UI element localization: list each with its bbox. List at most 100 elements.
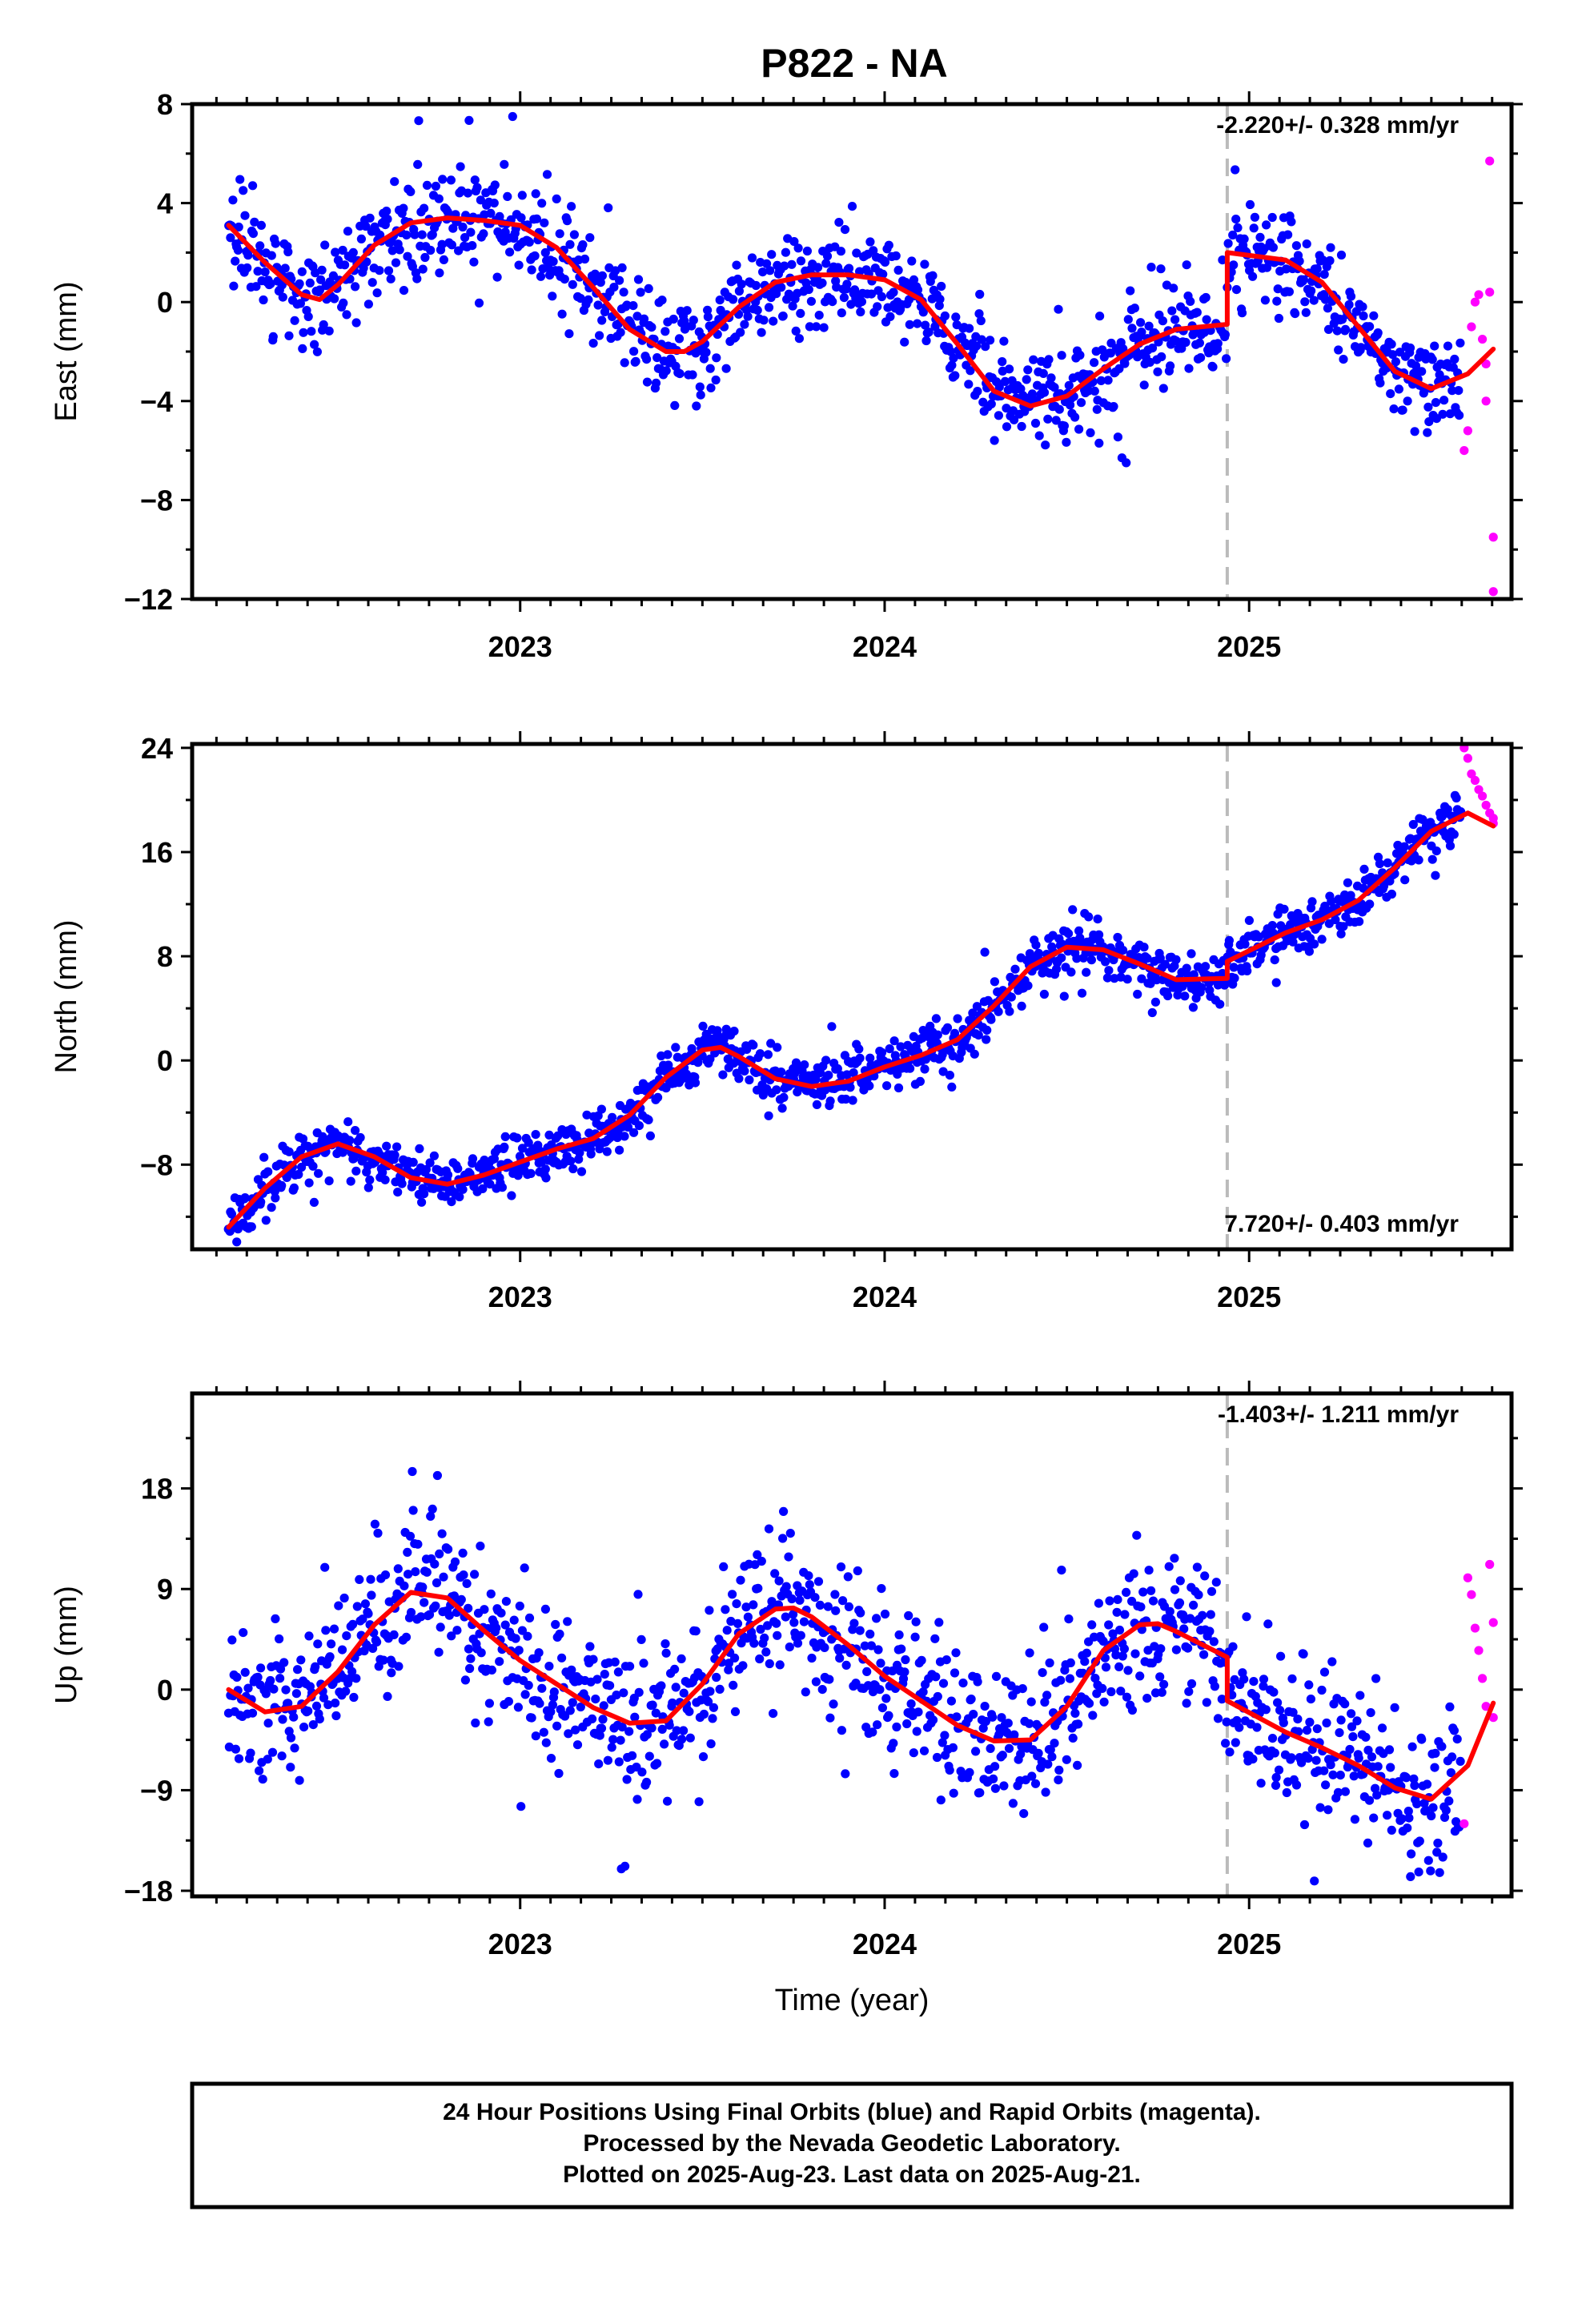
data-point [487,1665,497,1675]
data-point [267,1203,276,1212]
data-point [470,175,480,185]
data-point [1302,1726,1312,1735]
data-point [1356,343,1366,352]
data-point [651,1708,661,1718]
rapid-point [1477,791,1488,801]
data-point [367,1590,376,1600]
data-point [1144,1566,1154,1575]
data-point [1426,1866,1435,1876]
data-point [1118,344,1128,354]
data-point [1070,412,1080,422]
data-point [1450,354,1460,364]
data-point [1414,855,1423,865]
data-point [338,245,347,255]
data-point [1147,344,1158,353]
data-point [1456,1756,1465,1766]
data-point [605,1681,615,1691]
data-point [737,279,746,289]
data-point [787,259,797,269]
x-tick-label: 2025 [1217,630,1281,663]
data-point [1072,954,1082,963]
data-point [706,1739,716,1749]
data-point [1174,1598,1185,1608]
data-point [259,295,268,305]
data-point [365,1175,375,1184]
footer-line-1: 24 Hour Positions Using Final Orbits (bl… [443,2099,1261,2125]
data-point [953,1014,962,1023]
data-point [1139,380,1149,390]
data-point [576,294,585,304]
data-point [672,1726,681,1735]
data-point [617,263,627,272]
data-point [942,1655,951,1665]
data-point [763,1621,773,1630]
data-point [931,1014,941,1023]
data-point [456,162,465,171]
data-point [1456,338,1465,348]
data-point [1445,1702,1455,1711]
data-point [648,1700,657,1710]
data-point [1394,384,1403,394]
data-point [500,159,509,169]
data-point [938,1067,948,1076]
data-point [1113,1594,1122,1604]
data-point [982,1025,992,1035]
data-point [1136,318,1146,328]
data-point [705,1687,715,1696]
data-point [839,293,849,303]
data-point [981,1716,990,1727]
data-point [1363,1745,1373,1755]
data-point [642,1777,652,1787]
y-axis: 24 16 8 0 −8 [140,732,1523,1218]
data-point [1435,1868,1444,1877]
data-point [1164,1562,1174,1571]
data-point [395,245,404,255]
data-point [351,1674,361,1683]
rapid-point [1467,1590,1476,1599]
data-point [1347,1709,1356,1719]
data-point [755,1049,765,1059]
data-point [548,256,558,267]
data-point [1127,1705,1137,1715]
data-point [1156,264,1166,274]
data-point [1312,1724,1322,1734]
data-point [913,319,922,328]
data-point [247,1222,256,1232]
data-point [966,1695,976,1704]
data-point [1170,1585,1180,1594]
data-point [920,1064,930,1074]
data-point [807,1653,817,1663]
data-point [1240,939,1250,949]
data-point [1182,260,1191,270]
data-point [1430,1763,1439,1772]
data-point [695,382,705,392]
data-point [1030,418,1041,428]
data-point [411,1567,420,1577]
data-point [346,1176,355,1186]
data-point [1344,300,1354,310]
data-point [617,1723,627,1732]
rapid-point [1481,359,1491,369]
data-point [281,1685,291,1695]
data-point [849,1618,859,1628]
data-point [293,1665,303,1675]
data-point [1196,353,1206,363]
data-point [1275,1706,1285,1715]
data-point [741,1602,751,1612]
data-point [588,1655,598,1664]
data-point [317,265,327,275]
data-point [755,1654,765,1664]
data-point [1256,1779,1266,1788]
data-point [692,401,701,411]
data-point [1443,805,1452,814]
data-point [893,1083,904,1093]
data-point [420,1598,429,1607]
data-point [1070,1708,1080,1718]
data-point [479,229,488,239]
data-point [343,227,353,236]
data-point [531,189,540,199]
data-point [564,329,574,339]
data-point [1335,1771,1345,1780]
data-point [1229,963,1239,972]
data-point [821,1085,830,1095]
